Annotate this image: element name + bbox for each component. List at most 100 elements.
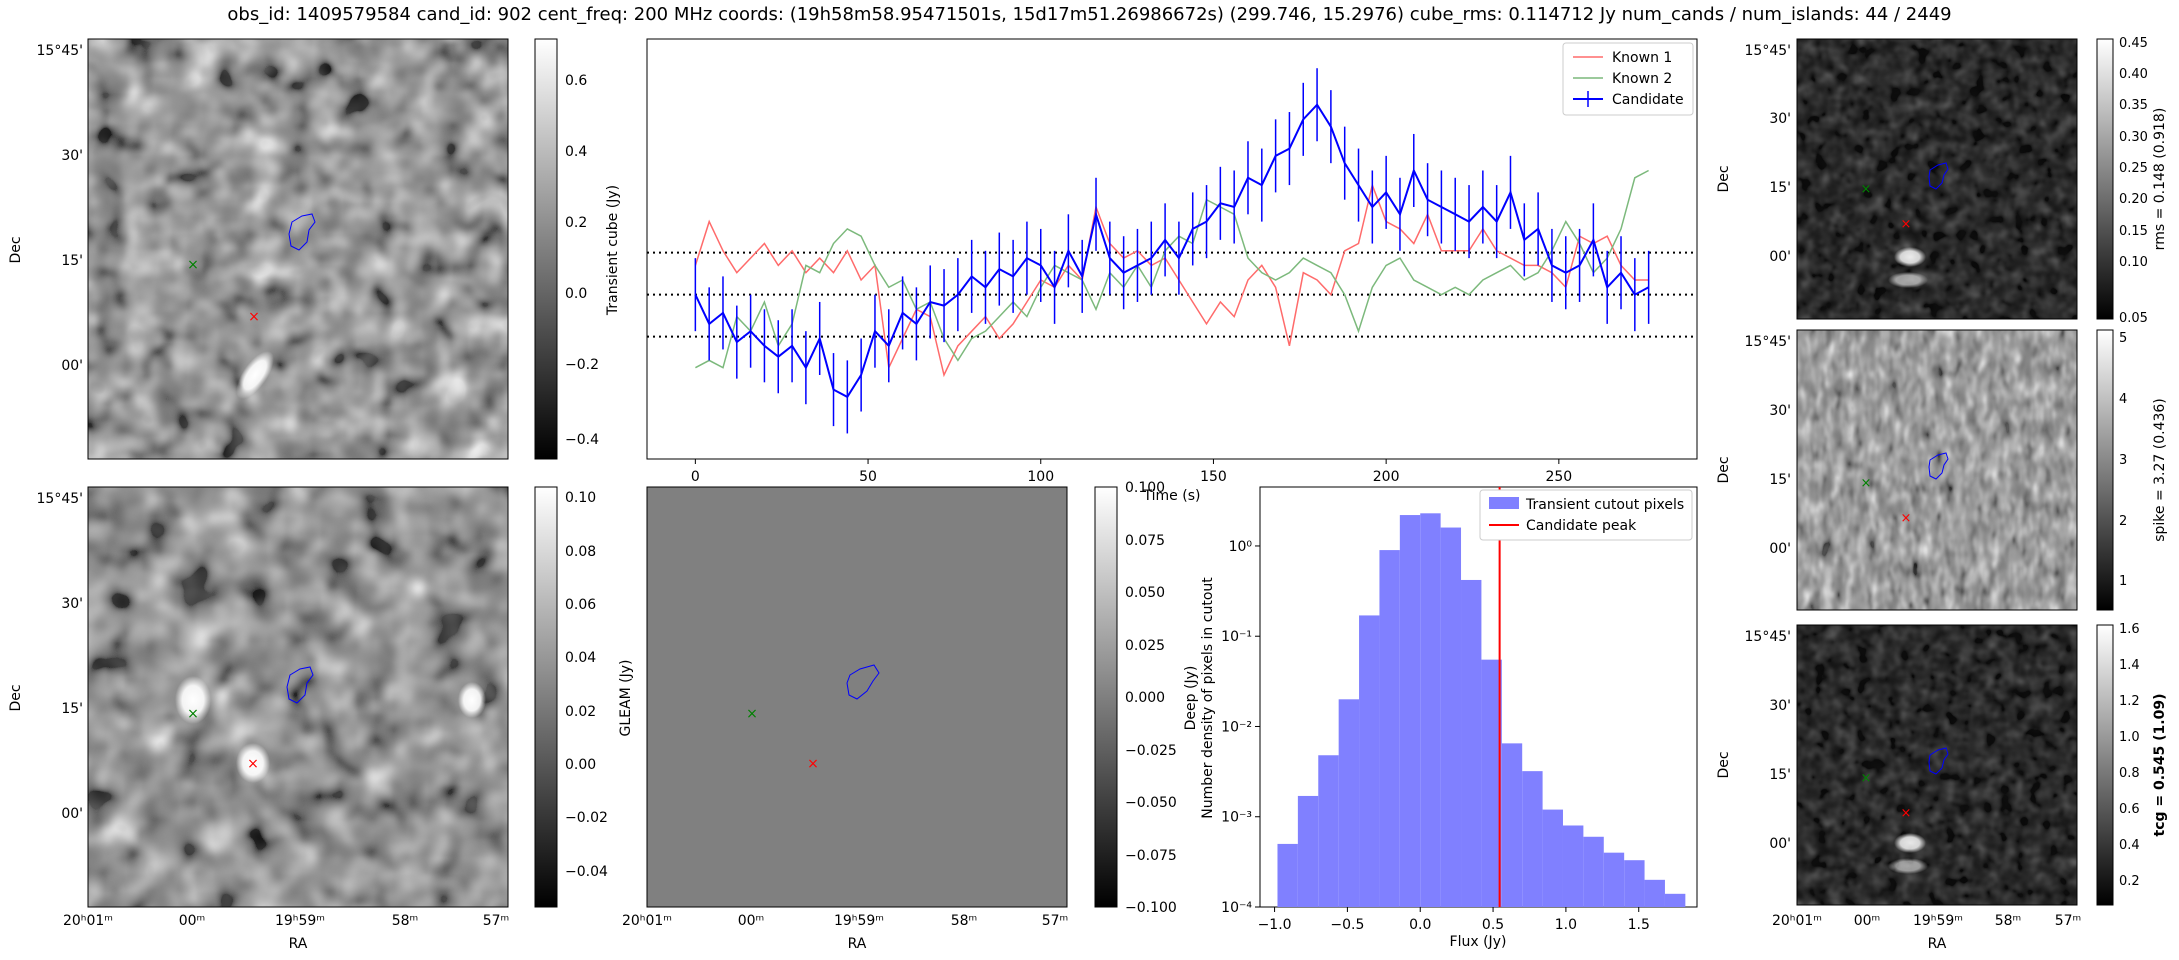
histogram-bar	[1379, 550, 1400, 907]
histogram-bar	[1501, 743, 1523, 907]
dec-tick-label: 30'	[1769, 698, 1791, 714]
cbar-tick: 3	[2119, 453, 2127, 468]
x-tick-label: 0.0	[1409, 917, 1431, 933]
candidate-marker: ×	[248, 309, 260, 325]
deep-colorbar-ticks: 0.10 0.08 0.06 0.04 0.02 0.00 −0.02 −0.0…	[565, 490, 608, 880]
cbar-tick: 2	[2119, 514, 2127, 529]
x-tick-label: 200	[1373, 469, 1400, 485]
legend-entry: Known 2	[1612, 71, 1672, 87]
lightcurve-x-ticks: 0 50 100 150 200 250	[691, 459, 1572, 485]
lightcurve-ylabel: Transient cube (Jy)	[605, 185, 621, 316]
ra-tick-label: 57ᵐ	[2055, 913, 2082, 929]
x-tick-label: −1.0	[1258, 917, 1292, 933]
island-contour	[846, 664, 880, 700]
x-tick-label: 1.0	[1555, 917, 1577, 933]
dec-tick-label: 00'	[1769, 541, 1791, 557]
transient-image-panel: × × 15°45' 30' 15' 00' Dec 0.6 0.4 0.2 0…	[8, 38, 599, 460]
histogram-bar	[1644, 879, 1665, 907]
ra-tick-label: 58ᵐ	[951, 913, 978, 929]
dec-axis: 15°45' 30' 15' 00' Dec	[8, 491, 83, 822]
cbar-tick: 0.15	[2119, 224, 2148, 239]
gleam-image-panel: × × GLEAM (Jy) 20ʰ01ᵐ 00ᵐ 19ʰ59ᵐ 58ᵐ 57ᵐ…	[618, 480, 1199, 952]
legend-entry: Candidate	[1612, 92, 1684, 108]
y-tick-label: 10⁻¹	[1221, 629, 1252, 645]
histogram-ticks: −1.0 −0.5 0.0 0.5 1.0 1.5 10⁻⁴ 10⁻³ 10⁻² 10⁻¹ 10⁰	[1221, 539, 1650, 933]
rms-colorbar	[2096, 38, 2114, 320]
rms-cbar-label: rms = 0.148 (0.918)	[2152, 108, 2168, 251]
histogram-bar	[1297, 795, 1319, 907]
spike-cbar-label: spike = 3.27 (0.436)	[2152, 398, 2168, 542]
histogram-legend: Transient cutout pixels Candidate peak	[1479, 489, 1693, 541]
dec-tick-label: 15°45'	[1745, 334, 1791, 350]
dec-tick-label: 15'	[1769, 472, 1791, 488]
x-tick-label: 0	[691, 469, 700, 485]
histogram-bar	[1461, 579, 1482, 907]
cbar-tick: −0.075	[1125, 848, 1177, 864]
lightcurve-panel: 0 50 100 150 200 250 Transient cube (Jy) Time…	[605, 38, 1698, 504]
cbar-tick: 1.4	[2119, 658, 2140, 673]
ra-tick-label: 19ʰ59ᵐ	[834, 913, 884, 929]
tcg-cbar-label: tcg = 0.545 (1.09)	[2152, 694, 2168, 837]
ra-tick-label: 58ᵐ	[1995, 913, 2022, 929]
cbar-tick: 0.30	[2119, 130, 2148, 145]
tcg-colorbar	[2096, 624, 2114, 906]
ra-tick-label: 00ᵐ	[738, 913, 765, 929]
dec-tick-label: 15°45'	[37, 491, 83, 507]
cbar-tick: 0.20	[2119, 192, 2148, 207]
histogram-bar	[1481, 659, 1502, 907]
gleam-axis-label: GLEAM (Jy)	[618, 660, 634, 737]
ra-tick-label: 19ʰ59ᵐ	[1913, 913, 1963, 929]
cbar-tick: 0.04	[565, 650, 596, 666]
cbar-tick: 1	[2119, 574, 2127, 589]
cbar-tick: 4	[2119, 392, 2127, 407]
cbar-tick: 0.8	[2119, 766, 2140, 781]
cbar-tick: 0.2	[565, 215, 587, 231]
cbar-tick: 0.050	[1125, 585, 1165, 601]
histogram-xlabel: Flux (Jy)	[1450, 934, 1507, 950]
deep-cbar-label: Deep (Jy)	[1183, 666, 1199, 731]
deep-colorbar	[534, 486, 558, 908]
island-contour	[1928, 162, 1949, 190]
histogram-bar	[1664, 893, 1686, 907]
candidate-marker: ×	[1901, 217, 1912, 232]
histogram-bar	[1542, 809, 1563, 907]
cbar-tick: 0.4	[565, 144, 587, 160]
ra-tick-label: 00ᵐ	[179, 913, 206, 929]
cbar-tick: −0.050	[1125, 795, 1177, 811]
deep-image-panel: × × 15°45' 30' 15' 00' Dec 20ʰ01ᵐ 00ᵐ 19…	[8, 486, 608, 952]
histogram-bar	[1277, 843, 1298, 907]
cbar-tick: 0.6	[565, 73, 587, 89]
deep-source-blob	[458, 682, 486, 718]
legend-entry: Transient cutout pixels	[1525, 497, 1684, 513]
known-source-marker: ×	[1861, 182, 1872, 197]
dec-tick-label: 15°45'	[37, 43, 83, 59]
dec-tick-label: 15'	[61, 701, 83, 717]
candidate-marker: ×	[1901, 806, 1912, 821]
histogram-bar	[1338, 699, 1360, 907]
dec-tick-label: 00'	[1769, 249, 1791, 265]
ra-tick-label: 57ᵐ	[1042, 913, 1069, 929]
ra-tick-label: 19ʰ59ᵐ	[275, 913, 325, 929]
gleam-colorbar	[1094, 486, 1118, 908]
ra-axis: 20ʰ01ᵐ 00ᵐ 19ʰ59ᵐ 58ᵐ 57ᵐ RA	[63, 913, 509, 952]
histogram-bar	[1318, 755, 1339, 907]
dec-tick-label: 30'	[61, 148, 83, 164]
known-source-marker: ×	[187, 706, 199, 722]
spike-image-panel: × × 15°45' 30' 15' 00' Dec 5 4 3 2 1 spi…	[1716, 329, 2168, 611]
dec-tick-label: 00'	[61, 806, 83, 822]
cbar-tick: −0.025	[1125, 743, 1177, 759]
ra-tick-label: 20ʰ01ᵐ	[1772, 913, 1822, 929]
series-candidate	[694, 103, 1650, 399]
dec-tick-label: 00'	[61, 358, 83, 374]
transient-colorbar-ticks: 0.6 0.4 0.2 0.0 −0.2 −0.4	[565, 73, 599, 448]
dec-axis-label: Dec	[1716, 751, 1732, 778]
gleam-colorbar-ticks: 0.100 0.075 0.050 0.025 0.000 −0.025 −0.…	[1125, 480, 1177, 916]
cbar-tick: −0.04	[565, 864, 608, 880]
histogram-bar	[1359, 615, 1380, 907]
cbar-tick: 0.075	[1125, 533, 1165, 549]
dec-tick-label: 30'	[1769, 111, 1791, 127]
deep-source-blob	[236, 743, 270, 783]
cbar-tick: 0.06	[565, 597, 596, 613]
lightcurve-legend: Known 1 Known 2 Candidate	[1562, 42, 1694, 116]
histogram-bar	[1603, 852, 1625, 907]
